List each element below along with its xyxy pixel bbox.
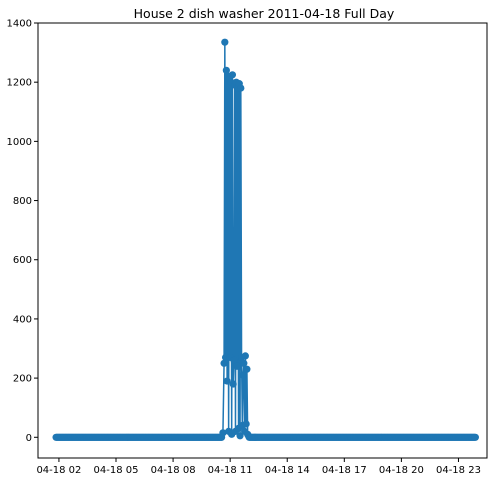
chart-title: House 2 dish washer 2011-04-18 Full Day: [134, 6, 395, 21]
y-tick-label: 600: [13, 255, 32, 266]
data-point: [219, 429, 227, 437]
data-point: [242, 420, 250, 428]
data-point: [229, 380, 237, 388]
x-tick-label: 04-18 11: [208, 465, 253, 476]
y-tick-label: 1200: [7, 78, 32, 89]
x-tick-label: 04-18 05: [94, 465, 139, 476]
y-tick-label: 0: [26, 433, 32, 444]
data-point: [471, 433, 479, 441]
y-axis: 0 200 400 600 800 1000 1200 1400: [7, 19, 38, 444]
data-point: [237, 84, 245, 92]
x-tick-label: 04-18 14: [265, 465, 310, 476]
y-tick-label: 800: [13, 196, 32, 207]
y-tick-label: 400: [13, 314, 32, 325]
data-point: [236, 432, 244, 440]
y-tick-label: 200: [13, 374, 32, 385]
data-point: [228, 71, 237, 79]
axes-frame: [37, 22, 488, 459]
y-tick-label: 1400: [7, 19, 32, 30]
x-tick-label: 04-18 23: [436, 465, 481, 476]
x-tick-label: 04-18 17: [322, 465, 367, 476]
data-point: [222, 66, 230, 74]
data-point: [243, 365, 251, 373]
series-line: [56, 42, 476, 439]
data-point: [241, 352, 249, 360]
y-tick-label: 1000: [7, 137, 32, 148]
x-tick-label: 04-18 08: [151, 465, 196, 476]
plot-area: [52, 38, 479, 441]
data-point: [220, 359, 228, 367]
data-point: [223, 377, 231, 385]
data-point: [221, 38, 229, 46]
data-point: [233, 362, 241, 370]
data-point: [240, 359, 248, 367]
x-axis: 04-18 02 04-18 05 04-18 08 04-18 11 04-18 14…: [36, 458, 481, 476]
data-point: [230, 356, 238, 364]
data-point: [239, 371, 247, 379]
x-tick-label: 04-18 20: [379, 465, 424, 476]
x-tick-label: 04-18 02: [36, 465, 81, 476]
